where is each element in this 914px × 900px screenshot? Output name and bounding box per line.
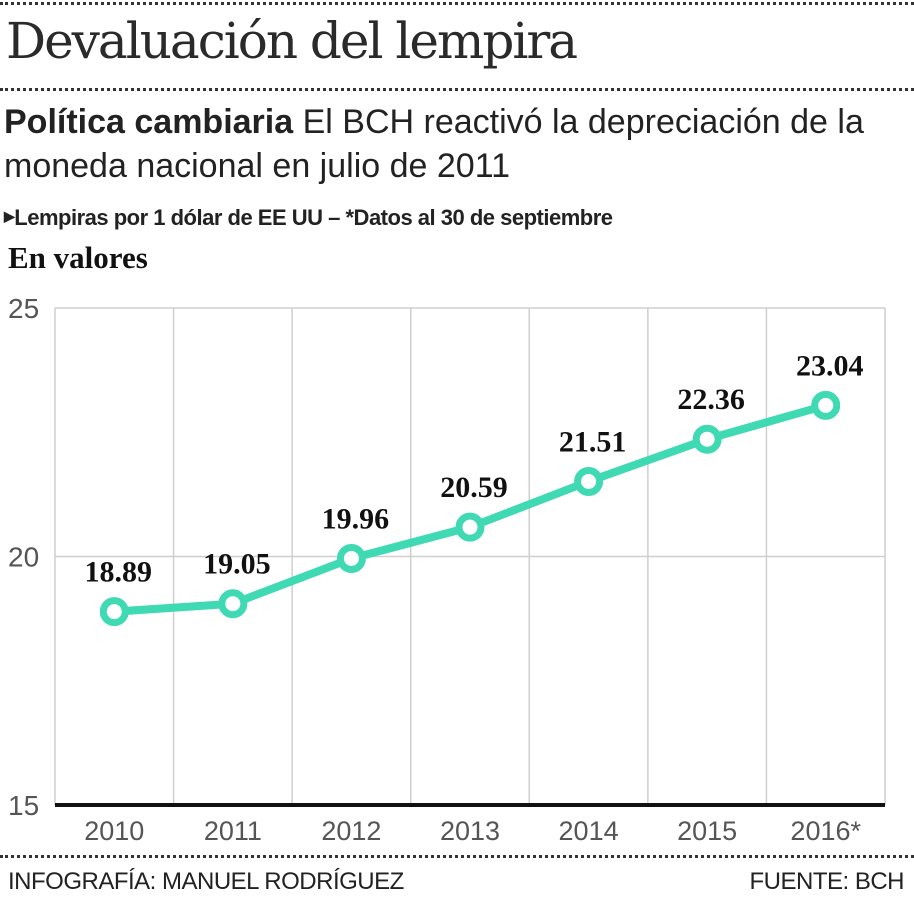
x-tick-label: 2015 <box>677 816 737 846</box>
data-label: 23.04 <box>796 349 864 382</box>
data-point <box>574 466 604 496</box>
data-point <box>218 589 248 619</box>
data-label: 21.51 <box>559 425 627 458</box>
data-point <box>811 390 841 420</box>
data-label: 19.05 <box>203 548 271 581</box>
section-label: En valores <box>8 240 148 275</box>
chart-title: Devaluación del lempira <box>6 12 578 70</box>
chart-note: ▶Lempiras por 1 dólar de EE UU – *Datos … <box>4 205 613 231</box>
data-label: 19.96 <box>322 502 390 535</box>
data-label: 18.89 <box>85 556 153 589</box>
top-divider <box>0 2 914 5</box>
triangle-bullet-icon: ▶ <box>4 208 15 224</box>
data-point <box>455 512 485 542</box>
subtitle-text: El BCH reactivó la depreciación de la mo… <box>4 103 864 185</box>
note-text: Lempiras por 1 dólar de EE UU – *Datos a… <box>14 205 613 230</box>
x-tick-label: 2011 <box>204 816 262 846</box>
x-tick-label: 2010 <box>84 816 144 846</box>
y-tick-label: 25 <box>8 293 39 324</box>
data-point <box>336 543 366 573</box>
x-tick-label: 2016* <box>790 816 861 846</box>
y-tick-label: 15 <box>8 790 39 821</box>
data-label: 20.59 <box>440 471 508 504</box>
x-tick-label: 2013 <box>440 816 500 846</box>
x-tick-label: 2014 <box>559 816 619 846</box>
data-point <box>692 424 722 454</box>
data-point <box>99 597 129 627</box>
subtitle-bold: Política cambiaria <box>4 103 294 141</box>
footer-divider <box>0 855 914 858</box>
chart-subtitle: Política cambiaria El BCH reactivó la de… <box>4 100 909 188</box>
source: FUENTE: BCH <box>749 868 904 895</box>
credit: INFOGRAFÍA: MANUEL RODRÍGUEZ <box>8 868 404 895</box>
data-label: 22.36 <box>677 383 745 416</box>
x-tick-label: 2012 <box>321 816 381 846</box>
title-divider <box>0 88 914 91</box>
y-tick-label: 20 <box>8 542 39 573</box>
